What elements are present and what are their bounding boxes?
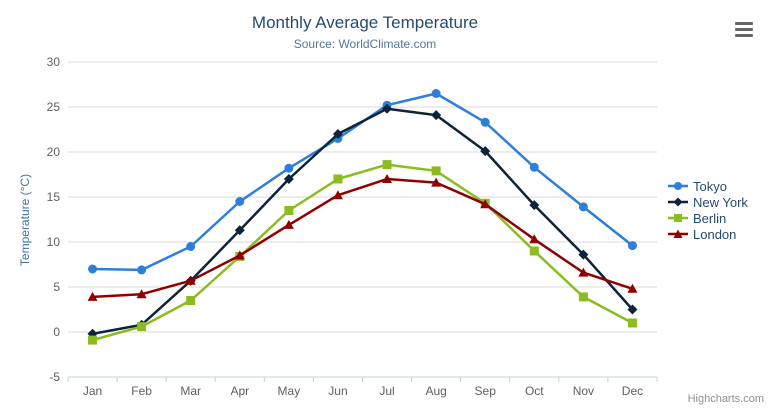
x-axis-label: Feb — [131, 384, 152, 398]
x-axis-label: Oct — [525, 384, 544, 398]
legend-marker-circle-icon — [668, 182, 688, 190]
point-london-mar[interactable] — [185, 275, 196, 285]
x-axis-label: May — [278, 384, 301, 398]
point-london-nov[interactable] — [578, 267, 589, 277]
legend-item-berlin[interactable]: Berlin — [668, 210, 748, 226]
point-london-apr[interactable] — [234, 250, 245, 260]
y-axis-label: 20 — [47, 145, 61, 159]
legend-item-label: Berlin — [693, 210, 727, 226]
point-london-jun[interactable] — [332, 190, 343, 200]
point-london-aug[interactable] — [431, 177, 442, 187]
y-axis-label: 25 — [47, 100, 61, 114]
point-london-jul[interactable] — [382, 174, 393, 183]
x-axis-label: Aug — [425, 384, 446, 398]
point-london-oct[interactable] — [529, 234, 540, 244]
point-new-york-nov[interactable] — [578, 249, 589, 260]
point-tokyo-jan[interactable] — [88, 264, 98, 274]
legend-item-label: London — [693, 226, 737, 242]
point-london-may[interactable] — [283, 219, 294, 229]
point-berlin-oct[interactable] — [529, 246, 539, 256]
credits-link[interactable]: Highcharts.com — [687, 393, 764, 405]
series-new-york-line[interactable] — [91, 107, 634, 336]
legend-marker-diamond-icon — [668, 197, 688, 207]
point-tokyo-oct[interactable] — [529, 162, 539, 172]
x-axis-label: Jan — [83, 384, 102, 398]
legend: Tokyo New York Berlin London — [668, 178, 748, 242]
point-new-york-dec[interactable] — [627, 304, 638, 315]
chart-title: Monthly Average Temperature — [251, 13, 479, 32]
point-new-york-may[interactable] — [283, 174, 294, 184]
y-axis-label: 15 — [47, 190, 61, 204]
y-axis-label: 0 — [53, 325, 60, 339]
point-london-sep[interactable] — [480, 199, 491, 209]
legend-item-london[interactable]: London — [668, 226, 748, 242]
point-berlin-dec[interactable] — [627, 318, 637, 328]
point-berlin-jan[interactable] — [88, 335, 98, 345]
point-tokyo-aug[interactable] — [431, 89, 441, 98]
point-tokyo-may[interactable] — [284, 163, 294, 173]
point-new-york-oct[interactable] — [529, 200, 540, 211]
legend-item-label: New York — [693, 194, 748, 210]
x-axis-label: Apr — [230, 384, 249, 398]
series-tokyo-line[interactable] — [91, 92, 634, 272]
y-axis-label: 10 — [47, 235, 61, 249]
y-axis-label: 5 — [53, 280, 60, 294]
point-berlin-may[interactable] — [284, 206, 294, 215]
y-axis-label: -5 — [49, 370, 60, 384]
point-london-jan[interactable] — [87, 291, 98, 301]
legend-marker-square-icon — [668, 214, 688, 222]
y-axis-label: 30 — [47, 55, 61, 69]
point-berlin-aug[interactable] — [431, 166, 441, 176]
point-berlin-feb[interactable] — [137, 322, 147, 332]
point-tokyo-feb[interactable] — [137, 265, 147, 275]
point-berlin-jul[interactable] — [382, 160, 392, 170]
legend-item-label: Tokyo — [693, 178, 727, 194]
point-new-york-apr[interactable] — [234, 225, 245, 236]
point-new-york-sep[interactable] — [480, 146, 491, 157]
x-axis-label: Nov — [573, 384, 594, 398]
legend-item-new-york[interactable]: New York — [668, 194, 748, 210]
point-berlin-jun[interactable] — [333, 174, 343, 184]
point-new-york-jul[interactable] — [382, 103, 393, 114]
export-menu-button[interactable] — [733, 20, 755, 39]
point-berlin-nov[interactable] — [578, 292, 588, 302]
point-new-york-jun[interactable] — [332, 129, 343, 139]
point-london-dec[interactable] — [627, 283, 638, 293]
point-tokyo-nov[interactable] — [578, 202, 588, 212]
series-london-line[interactable] — [91, 177, 634, 299]
x-axis-label: Mar — [180, 384, 201, 398]
point-new-york-aug[interactable] — [431, 110, 442, 121]
hamburger-icon — [735, 22, 753, 37]
legend-marker-triangle-icon — [668, 229, 688, 238]
x-axis-label: Jul — [379, 384, 394, 398]
x-axis-label: Dec — [622, 384, 643, 398]
x-axis-label: Jun — [328, 384, 347, 398]
point-tokyo-apr[interactable] — [235, 197, 245, 206]
point-tokyo-sep[interactable] — [480, 117, 490, 127]
legend-item-tokyo[interactable]: Tokyo — [668, 178, 748, 194]
point-tokyo-dec[interactable] — [627, 241, 637, 251]
chart-subtitle: Source: WorldClimate.com — [293, 37, 437, 51]
point-tokyo-mar[interactable] — [186, 242, 196, 251]
point-berlin-mar[interactable] — [186, 296, 196, 305]
series-berlin-line[interactable] — [91, 163, 634, 342]
point-london-feb[interactable] — [136, 289, 147, 299]
x-axis-label: Sep — [475, 384, 497, 398]
